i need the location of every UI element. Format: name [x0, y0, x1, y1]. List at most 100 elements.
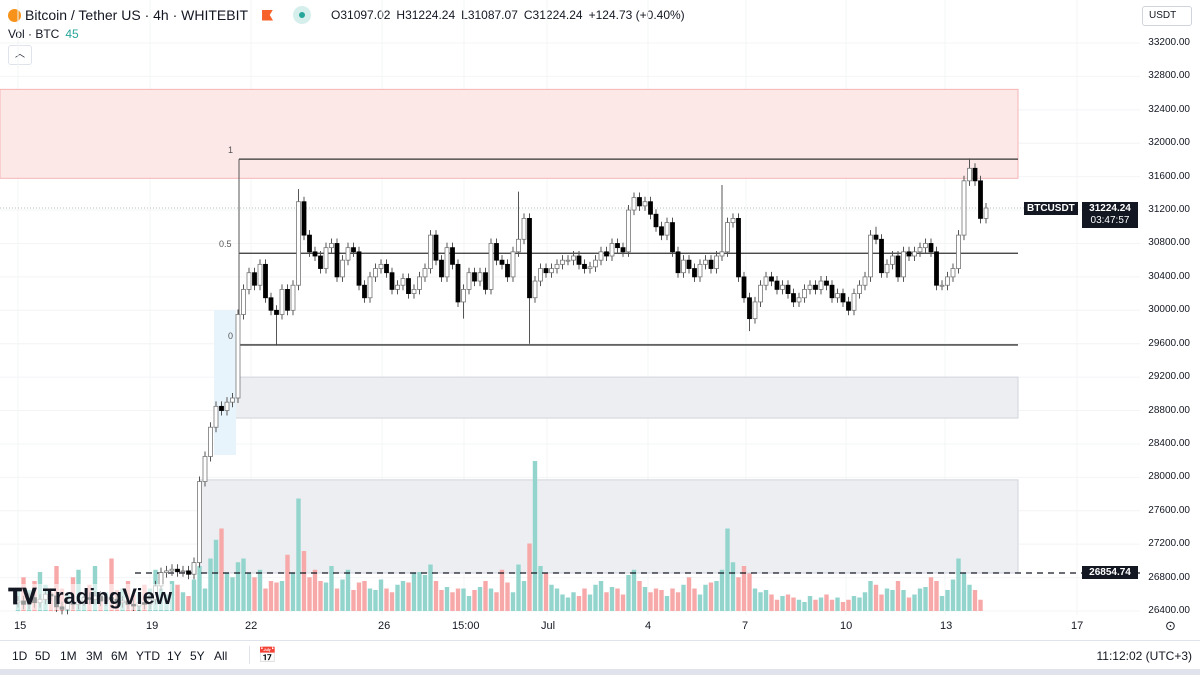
- time-tick: 26: [378, 620, 391, 632]
- symbol-title[interactable]: Bitcoin / Tether US · 4h · WHITEBIT: [25, 7, 249, 23]
- volume-bar: [631, 569, 637, 611]
- candle: [483, 272, 488, 290]
- range-button-3m[interactable]: 3M: [86, 649, 103, 663]
- price-tick: 27600.00: [1148, 504, 1190, 516]
- volume-bar: [505, 582, 510, 611]
- volume-bar: [598, 581, 604, 611]
- volume-bar: [846, 599, 851, 611]
- candle: [813, 284, 818, 290]
- candle: [351, 247, 356, 253]
- currency-select[interactable]: USDT: [1142, 6, 1192, 26]
- volume-bar: [813, 599, 818, 611]
- volume-bar: [686, 577, 692, 611]
- volume-bar: [472, 590, 477, 611]
- price-chart[interactable]: 10.50: [0, 0, 1140, 615]
- volume-bar: [917, 588, 923, 611]
- candle: [202, 456, 208, 482]
- candle: [961, 180, 967, 236]
- market-status-icon[interactable]: [293, 6, 312, 24]
- volume-bar: [323, 582, 329, 611]
- price-tick: 29600.00: [1148, 337, 1190, 349]
- price-tick: 26400.00: [1148, 605, 1190, 616]
- volume-bar: [285, 554, 290, 611]
- candle: [246, 272, 252, 290]
- price-tick: 31200.00: [1148, 204, 1190, 216]
- volume-bar: [923, 587, 928, 611]
- volume-bar: [549, 584, 554, 611]
- candle: [620, 247, 626, 253]
- go-to-date-icon[interactable]: 📅: [249, 646, 277, 664]
- volume-legend[interactable]: Vol · BTC 45: [8, 27, 79, 41]
- range-button-5d[interactable]: 5D: [35, 649, 51, 663]
- volume-bar: [301, 551, 307, 611]
- time-tick: 4: [645, 620, 652, 632]
- range-button-1m[interactable]: 1M: [60, 649, 77, 663]
- candle: [268, 297, 274, 311]
- volume-bar: [422, 575, 428, 611]
- volume-bar: [367, 588, 373, 611]
- candle: [736, 218, 741, 278]
- candle: [648, 201, 653, 215]
- volume-bar: [428, 564, 433, 611]
- volume-bar: [835, 597, 840, 611]
- candle: [186, 570, 191, 575]
- candle: [208, 426, 213, 457]
- candle: [807, 284, 813, 290]
- time-tick: 17: [1071, 620, 1084, 632]
- candle: [972, 167, 978, 182]
- candle: [169, 568, 175, 572]
- collapse-legend-button[interactable]: ︿: [8, 45, 32, 65]
- settings-icon[interactable]: ⊙: [1165, 618, 1176, 633]
- volume-bar: [538, 566, 543, 611]
- flag-icon[interactable]: [262, 9, 274, 21]
- candle: [560, 259, 565, 265]
- volume-bar: [279, 581, 285, 611]
- candle: [213, 405, 219, 428]
- volume-label: Vol · BTC: [8, 27, 60, 41]
- volume-bar: [967, 584, 972, 611]
- range-button-ytd[interactable]: YTD: [136, 649, 160, 663]
- volume-bar: [417, 572, 422, 611]
- candle: [681, 259, 686, 274]
- candle: [274, 309, 279, 315]
- candle: [356, 251, 362, 286]
- range-button-6m[interactable]: 6M: [111, 649, 128, 663]
- price-tick: 32400.00: [1148, 103, 1190, 115]
- candle: [950, 268, 956, 278]
- range-button-all[interactable]: All: [214, 649, 228, 663]
- range-button-5y[interactable]: 5Y: [190, 649, 205, 663]
- volume-bar: [939, 596, 945, 611]
- candle: [279, 289, 285, 315]
- volume-bar: [169, 581, 175, 611]
- range-button-1d[interactable]: 1D: [12, 649, 28, 663]
- volume-bar: [450, 592, 455, 611]
- candle: [769, 276, 774, 282]
- candle: [224, 401, 230, 411]
- range-button-1y[interactable]: 1Y: [167, 649, 182, 663]
- price-tick: 27200.00: [1148, 538, 1190, 550]
- candle: [774, 280, 780, 290]
- candle: [290, 284, 296, 311]
- volume-bar: [857, 597, 862, 611]
- candle: [747, 297, 752, 320]
- candle: [818, 280, 824, 290]
- candle: [296, 201, 301, 286]
- candle: [389, 272, 395, 290]
- candle: [653, 213, 659, 228]
- support-zone: [214, 376, 1019, 419]
- time-tick: 15: [14, 620, 27, 632]
- volume-bar: [648, 592, 653, 611]
- volume-bar: [906, 597, 912, 611]
- volume-bar: [356, 582, 362, 611]
- candle: [400, 278, 406, 286]
- candle: [549, 268, 554, 274]
- candle: [257, 263, 263, 286]
- candle: [752, 301, 758, 320]
- candle: [378, 263, 384, 269]
- candle: [428, 234, 433, 269]
- candle: [725, 222, 730, 253]
- clock[interactable]: 11:12:02 (UTC+3): [1096, 649, 1193, 663]
- ohlc-close: C31224.24: [523, 8, 583, 22]
- volume-bar: [642, 587, 648, 611]
- candle: [455, 263, 461, 303]
